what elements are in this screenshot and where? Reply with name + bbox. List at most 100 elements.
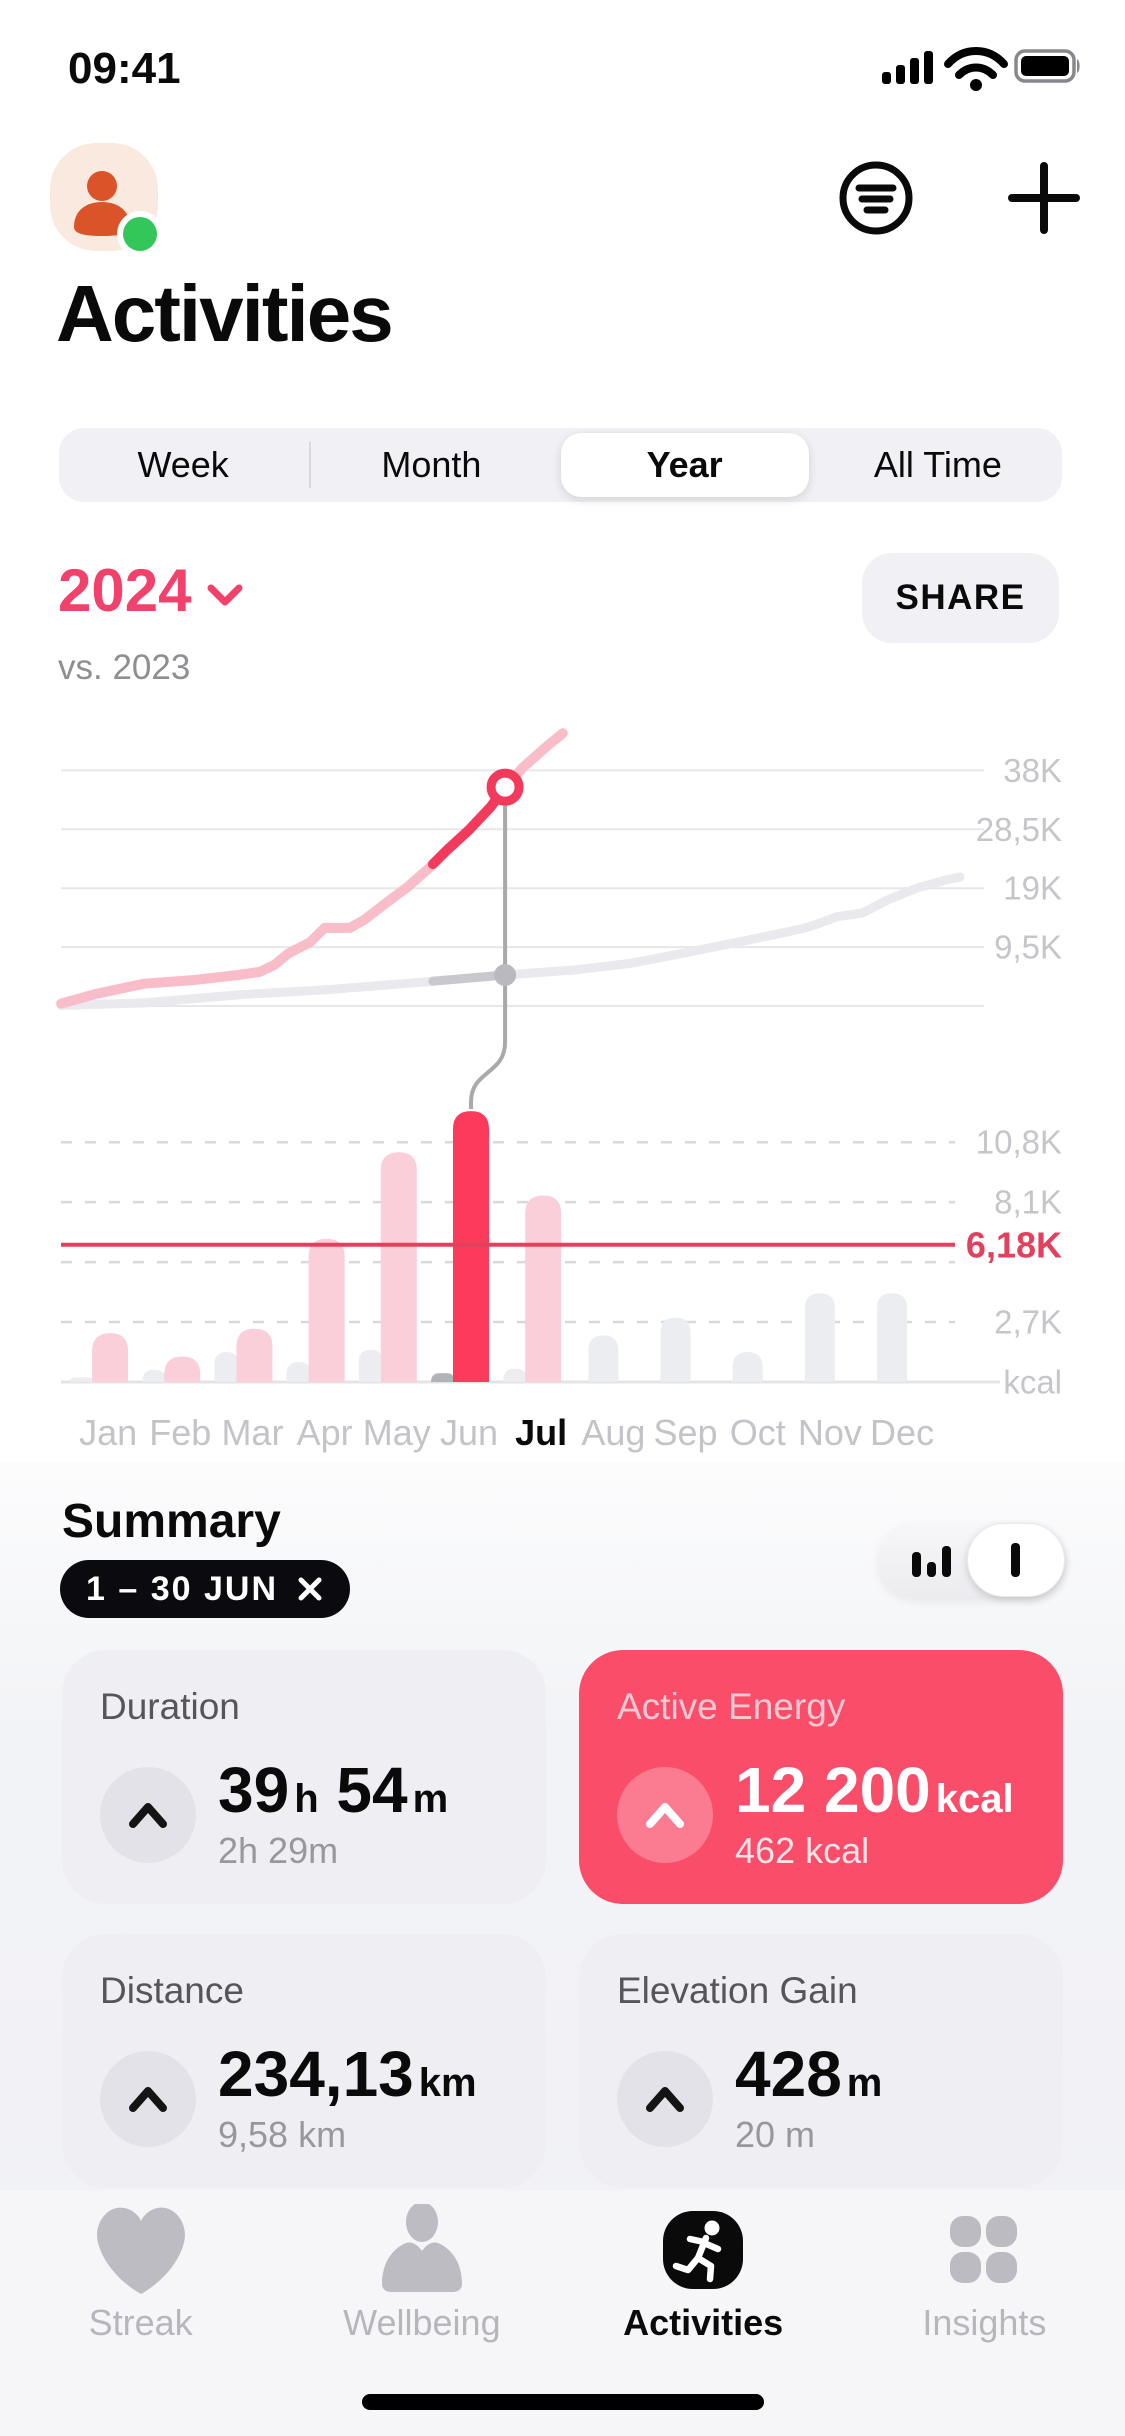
trend-up-circle [100, 1767, 196, 1863]
marker-ring-2024 [486, 768, 524, 806]
bar-2023-feb[interactable] [142, 1369, 167, 1382]
bar-2023-aug[interactable] [588, 1335, 619, 1382]
bar-2023-jul[interactable] [503, 1368, 528, 1382]
avatar-body [74, 202, 130, 236]
share-button[interactable]: SHARE [862, 553, 1059, 643]
card-value: 234,13 km [218, 2038, 477, 2110]
page-title: Activities [56, 269, 394, 358]
wellbeing-icon [381, 2204, 462, 2292]
line-2023-highlight [428, 970, 510, 986]
bar-2023-may[interactable] [358, 1349, 383, 1382]
chevron-up-icon [129, 2087, 167, 2112]
line-2023 [56, 872, 965, 1010]
single-line-icon [1011, 1543, 1020, 1577]
close-icon[interactable] [296, 1575, 324, 1603]
tab-insights[interactable]: Insights [844, 2190, 1125, 2436]
line-axis-label: 28,5K [976, 811, 1062, 848]
chevron-up-icon [646, 2087, 684, 2112]
chevron-down-icon [207, 584, 243, 605]
month-label-may: May [363, 1412, 431, 1453]
bar-2024-mar[interactable] [236, 1328, 273, 1382]
month-label-feb: Feb [149, 1412, 211, 1453]
card-subvalue: 2h 29m [218, 1830, 339, 1871]
bar-2024-jan[interactable] [92, 1333, 129, 1382]
trend-up-circle [100, 2051, 196, 2147]
bar-2023-mar[interactable] [214, 1352, 239, 1382]
distance-card[interactable]: Distance 234,13 km 9,58 km [62, 1934, 546, 2188]
card-label: Elevation Gain [617, 1970, 858, 2011]
activities-icon [663, 2211, 744, 2289]
tab-year[interactable]: Year [560, 433, 809, 497]
segment-separator [309, 442, 311, 488]
avatar-head [87, 171, 117, 201]
chart-view-toggle[interactable] [878, 1523, 1065, 1597]
card-subvalue: 9,58 km [218, 2114, 347, 2155]
bar-2023-sep[interactable] [660, 1317, 691, 1382]
activity-year-chart[interactable]: 9,5K 19K 28,5K 38K 2,7K 8,1K 10,8K kcal 6,18K Jan… [0, 690, 1125, 1460]
month-label-sep: Sep [653, 1412, 717, 1453]
card-subvalue: 20 m [735, 2114, 816, 2155]
status-icons [882, 46, 1080, 91]
line-axis-label: 19K [1003, 870, 1062, 907]
avatar[interactable] [50, 143, 158, 251]
month-label-dec: Dec [870, 1412, 934, 1453]
bar-2023-dec[interactable] [877, 1293, 908, 1382]
bar-2023-nov[interactable] [804, 1293, 835, 1382]
wifi-icon [944, 46, 1008, 79]
bar-2023-jun[interactable] [430, 1373, 455, 1382]
month-label-apr: Apr [297, 1412, 353, 1453]
bar-2023-oct[interactable] [732, 1352, 763, 1382]
marker-dot-2023 [494, 964, 517, 986]
month-label-oct: Oct [730, 1412, 786, 1453]
bar-2024-may[interactable] [380, 1152, 417, 1382]
bar-2024-jul[interactable] [525, 1195, 562, 1382]
month-label-jul: Jul [515, 1412, 567, 1453]
line-axis-label: 9,5K [994, 929, 1062, 966]
tab-label: Streak [88, 2302, 193, 2343]
card-value: 39 h 54 m [218, 1754, 449, 1826]
duration-card[interactable]: Duration 39 h 54 m 2h 29m [62, 1650, 546, 1904]
month-label-jun: Jun [440, 1412, 498, 1453]
tab-wellbeing[interactable]: Wellbeing [281, 2190, 562, 2436]
tab-month[interactable]: Month [381, 444, 482, 485]
tab-all-time[interactable]: All Time [873, 444, 1002, 485]
bar-2024-apr[interactable] [308, 1238, 345, 1382]
bar-axis-label: 10,8K [976, 1124, 1062, 1161]
tab-label: Insights [922, 2302, 1047, 2343]
month-label-jan: Jan [79, 1412, 137, 1453]
year-label: 2024 [58, 557, 192, 624]
card-value: 428 m [735, 2038, 883, 2110]
add-activity-button[interactable] [1008, 162, 1080, 234]
filter-icon[interactable] [836, 158, 916, 238]
card-label: Distance [100, 1970, 244, 2011]
tab-week[interactable]: Week [137, 444, 229, 485]
bar-2023-apr[interactable] [286, 1362, 311, 1382]
summary-cards: Duration 39 h 54 m 2h 29m Active Energy 12… [62, 1650, 1063, 2188]
line-axis-label: 38K [1003, 752, 1062, 789]
date-range-chip[interactable]: 1 – 30 JUN [60, 1560, 350, 1618]
date-range-label: 1 – 30 JUN [86, 1569, 278, 1608]
bar-axis-label: 8,1K [994, 1184, 1062, 1221]
month-label-mar: Mar [221, 1412, 283, 1453]
insights-icon [950, 2216, 1018, 2283]
bar-chart-icon [912, 1546, 951, 1577]
elevation-gain-card[interactable]: Elevation Gain 428 m 20 m [579, 1934, 1063, 2188]
year-selector[interactable]: 2024 [58, 556, 243, 625]
status-time: 09:41 [68, 44, 181, 93]
tab-activities[interactable]: Activities [563, 2190, 844, 2436]
home-indicator[interactable] [362, 2394, 764, 2410]
trend-up-circle [617, 2051, 713, 2147]
wifi-dot [970, 79, 982, 91]
card-value: 12 200 kcal [735, 1754, 1014, 1826]
summary-heading: Summary [62, 1495, 281, 1548]
bar-2023-jan[interactable] [70, 1377, 95, 1382]
tab-streak[interactable]: Streak [0, 2190, 281, 2436]
card-label: Active Energy [617, 1686, 846, 1727]
period-segmented-control: Week Month Year All Time [59, 428, 1062, 502]
tab-label: Wellbeing [343, 2302, 501, 2343]
bar-2024-feb[interactable] [164, 1356, 201, 1382]
online-status-dot [123, 217, 157, 251]
active-energy-card[interactable]: Active Energy 12 200 kcal 462 kcal [579, 1650, 1063, 1904]
month-label-aug: Aug [581, 1412, 645, 1453]
